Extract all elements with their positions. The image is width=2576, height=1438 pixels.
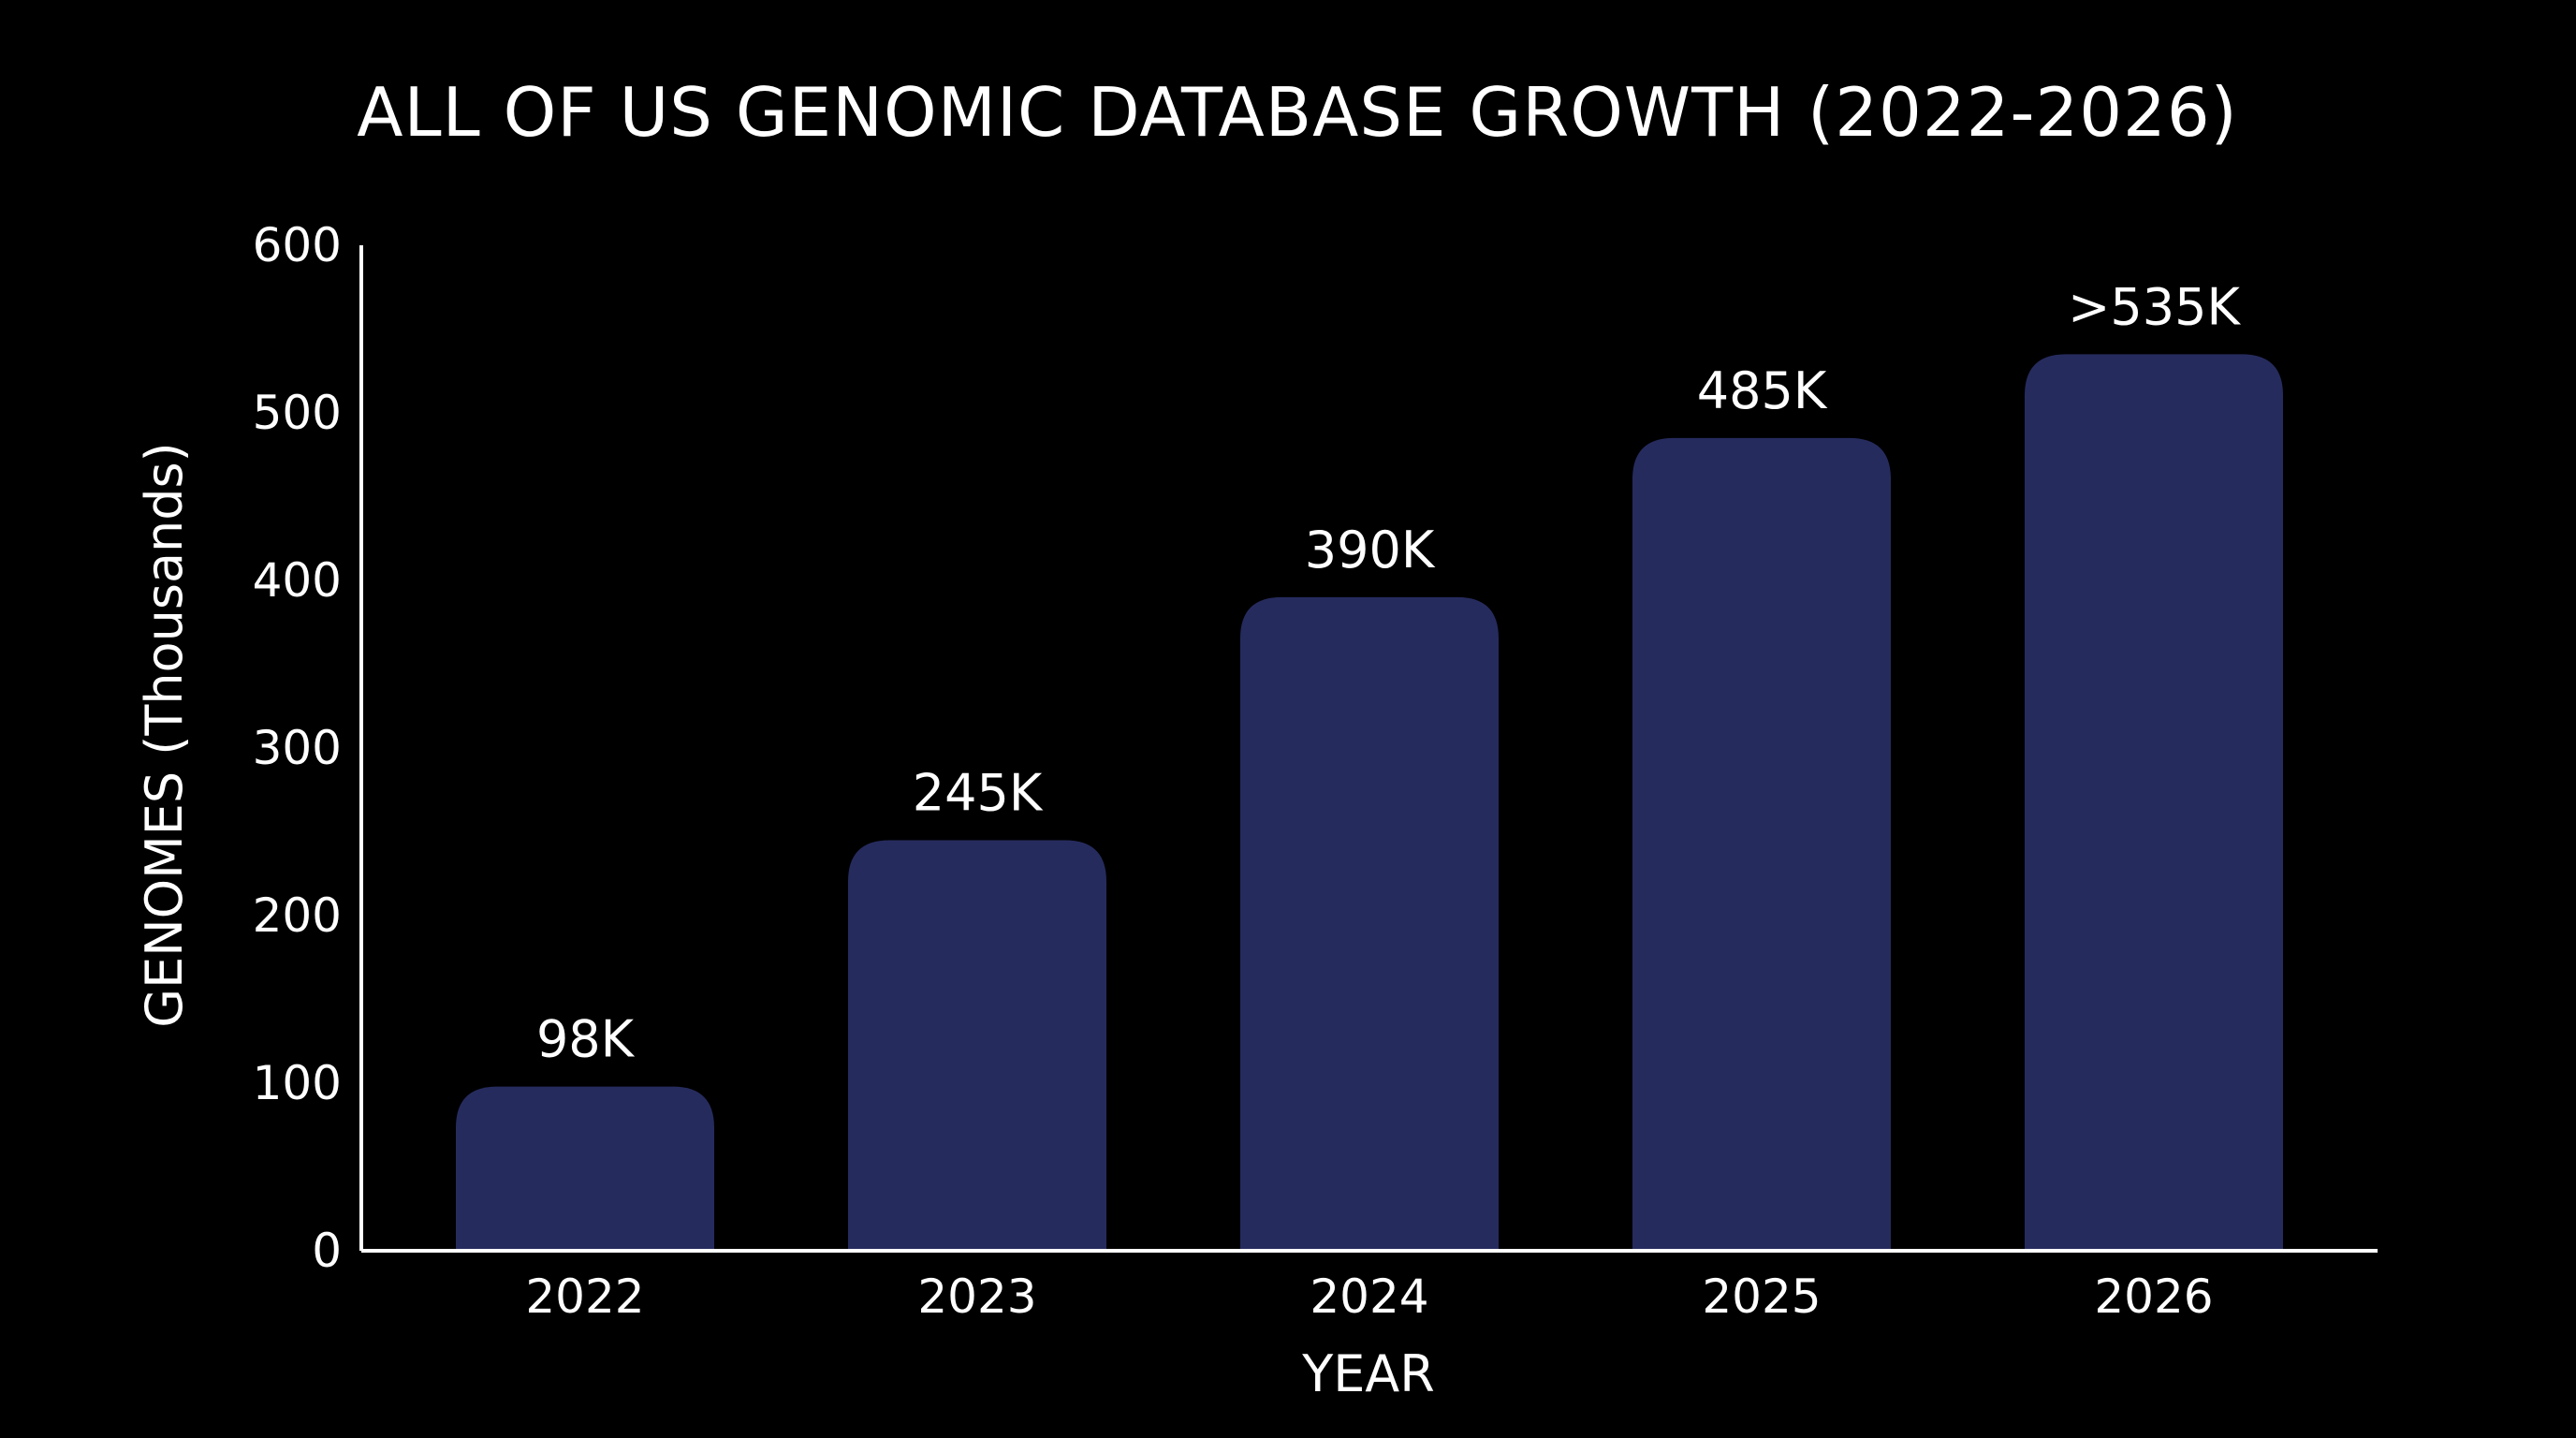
x-axis-title: YEAR (1301, 1344, 1435, 1403)
y-tick-label: 500 (253, 386, 342, 440)
data-label-2022: 98K (536, 1010, 636, 1069)
y-axis-title: GENOMES (Thousands) (135, 442, 194, 1027)
bar-2025 (1632, 437, 1891, 1250)
y-tick-label: 600 (253, 218, 342, 272)
data-label-2023: 245K (913, 763, 1044, 822)
y-tick-label: 200 (253, 888, 342, 943)
bar-2026 (2025, 354, 2283, 1250)
x-tick-label-2025: 2025 (1702, 1269, 1821, 1324)
data-label-2024: 390K (1305, 521, 1436, 580)
y-tick-label: 400 (253, 553, 342, 608)
y-axis-ticks: 0 100 200 300 400 500 600 (253, 218, 342, 1278)
bar-2023 (848, 840, 1106, 1249)
bars-group (456, 354, 2283, 1250)
data-label-2026: >535K (2068, 277, 2241, 336)
bar-2022 (456, 1086, 714, 1249)
chart-title: ALL OF US GENOMIC DATABASE GROWTH (2022-… (357, 73, 2238, 152)
y-tick-label: 300 (253, 721, 342, 775)
x-tick-label-2026: 2026 (2094, 1269, 2213, 1324)
x-tick-label-2022: 2022 (525, 1269, 644, 1324)
x-tick-label-2024: 2024 (1310, 1269, 1428, 1324)
y-tick-label: 0 (312, 1224, 342, 1278)
data-label-2025: 485K (1697, 361, 1828, 420)
x-axis-ticks: 2022 2023 2024 2025 2026 (525, 1269, 2213, 1324)
data-labels-group: 98K 245K 390K 485K >535K (536, 277, 2242, 1068)
bar-2024 (1240, 596, 1499, 1249)
x-tick-label-2023: 2023 (917, 1269, 1036, 1324)
y-tick-label: 100 (253, 1056, 342, 1110)
